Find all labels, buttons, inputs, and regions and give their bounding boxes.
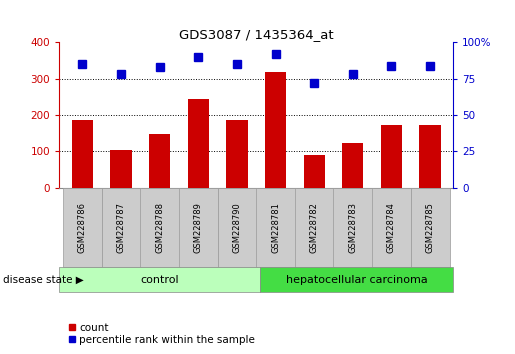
Text: GSM228781: GSM228781 [271,202,280,253]
Text: disease state ▶: disease state ▶ [3,275,83,285]
Bar [419,125,441,188]
Text: control: control [140,275,179,285]
Bar [63,188,102,267]
Bar [72,120,93,188]
Bar [334,188,373,267]
Text: GSM228789: GSM228789 [194,202,203,253]
Bar [217,188,257,267]
Bar [256,188,296,267]
Text: hepatocellular carcinoma: hepatocellular carcinoma [286,275,427,285]
Text: GSM228785: GSM228785 [425,202,435,253]
Bar [410,188,450,267]
Title: GDS3087 / 1435364_at: GDS3087 / 1435364_at [179,28,334,41]
Bar [59,267,260,292]
Bar [179,188,218,267]
Bar [260,267,453,292]
Bar [149,134,170,188]
Bar [342,143,364,188]
Bar [372,188,411,267]
Text: GSM228788: GSM228788 [155,202,164,253]
Text: GSM228783: GSM228783 [348,202,357,253]
Bar [303,155,325,188]
Bar [265,72,286,188]
Bar [187,99,209,188]
Text: GSM228786: GSM228786 [78,202,87,253]
Bar [295,188,334,267]
Bar [110,149,132,188]
Bar [140,188,180,267]
Bar [381,125,402,188]
Text: GSM228787: GSM228787 [116,202,126,253]
Text: GSM228782: GSM228782 [310,202,319,253]
Text: GSM228790: GSM228790 [232,202,242,253]
Bar [102,188,141,267]
Text: GSM228784: GSM228784 [387,202,396,253]
Bar [226,120,248,188]
Legend: count, percentile rank within the sample: count, percentile rank within the sample [64,318,259,349]
